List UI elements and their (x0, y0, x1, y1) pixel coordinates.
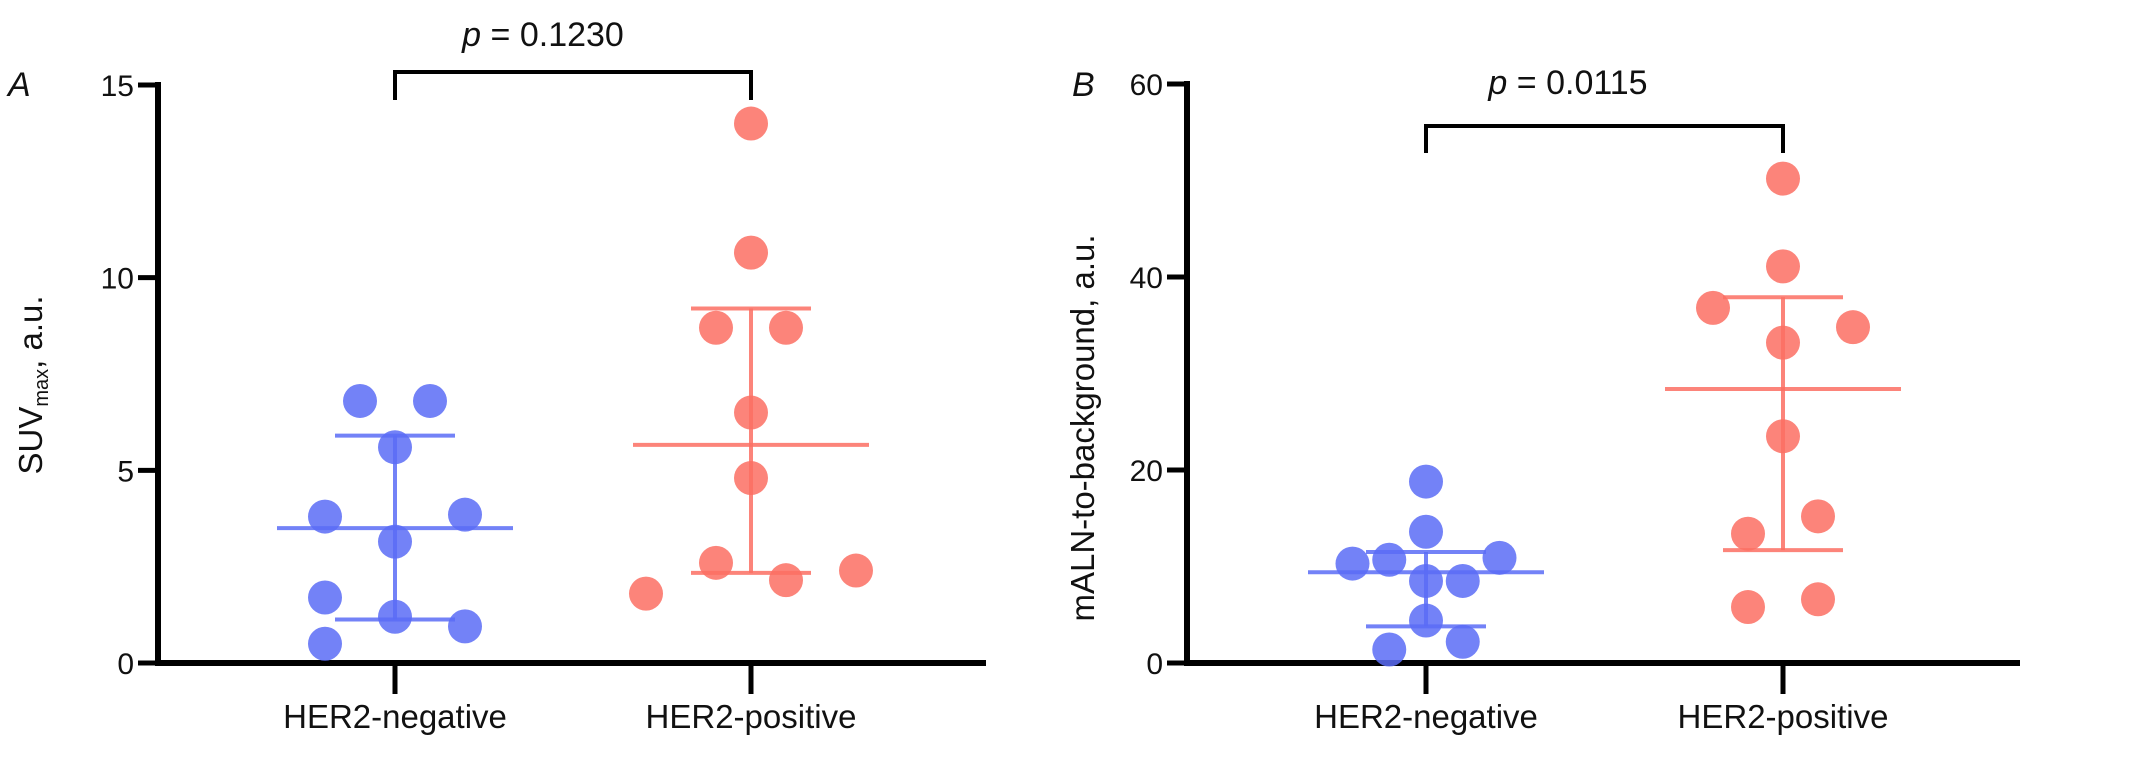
panel-b-data-point (1766, 249, 1800, 284)
panel-b-p-symbol: p (1487, 64, 1507, 102)
panel-a-data-point (448, 609, 482, 644)
panel-b-ytick-label: 40 (1130, 262, 1163, 295)
panel-b-data-point (1445, 624, 1480, 659)
panel-b-data-point (1482, 540, 1517, 575)
panel-a-p-symbol: p (461, 16, 481, 54)
panel-b-ylabel: mALN-to-background, a.u. (1064, 234, 1101, 621)
panel-b-data-point (1731, 590, 1765, 625)
panel-a-ylabel: SUVmax, a.u. (12, 295, 53, 474)
panel-b-significance-bracket (1424, 124, 1785, 153)
panel-a-data-point (769, 310, 803, 345)
panel-a-data-point (308, 499, 342, 534)
panel-b-ytick-label: 20 (1130, 455, 1163, 488)
panel-b-data-point (1766, 161, 1800, 196)
panel-b-data-point (1409, 464, 1443, 499)
panel-b-p-text: = 0.0115 (1517, 64, 1648, 102)
panel-b-p-value: p = 0.0115 (1487, 64, 1647, 102)
panel-a-ylabel-suffix: , a.u. (12, 295, 49, 368)
panel-a-ylabel-main: SUV (12, 407, 49, 475)
panel-a-p-value: p = 0.1230 (461, 16, 624, 54)
panel-b-data-point (1372, 632, 1407, 667)
panel-a-ylabel-subscript: max (31, 369, 53, 407)
panel-a-data-point (308, 626, 342, 661)
panel-b-letter: B (1072, 66, 1095, 104)
panel-b-data-point (1801, 582, 1835, 617)
panel-a-data-point (769, 563, 803, 598)
panel-a-ytick-label: 15 (101, 70, 134, 103)
panel-b-data-point (1696, 290, 1730, 325)
panel-a-ytick-label: 0 (117, 648, 134, 681)
panel-a-ytick-label: 5 (117, 455, 134, 488)
panel-a-data-point (699, 310, 733, 345)
panel-b-data-point (1801, 499, 1835, 534)
panel-a-data-point (308, 580, 342, 615)
panel-a-data-point (448, 497, 482, 532)
panel-b-data-point (1335, 546, 1370, 581)
panel-a-letter: A (6, 66, 31, 104)
panel-b-data-point (1836, 310, 1870, 345)
panel-a-p-text: = 0.1230 (491, 16, 624, 54)
panel-a-data-point (343, 383, 377, 418)
panel-b-xtick-label: HER2-positive (1678, 698, 1889, 735)
panel-a-xtick-label: HER2-negative (283, 698, 507, 735)
panel-b-xtick-label: HER2-negative (1314, 698, 1538, 735)
panel-a-ytick-label: 10 (101, 263, 134, 296)
panel-b-data-point (1409, 514, 1443, 549)
panel-a-data-point (629, 576, 663, 611)
panel-a-data-point (839, 553, 873, 588)
panel-b-data-point (1731, 516, 1765, 551)
panel-b-data-point (1445, 563, 1480, 598)
panel-b-ytick-label: 0 (1146, 648, 1163, 681)
panel-a-data-point (734, 235, 768, 270)
panel-a-significance-bracket (393, 70, 753, 100)
panel-b-ytick-label: 60 (1130, 69, 1163, 102)
panel-a-xtick-label: HER2-positive (646, 698, 857, 735)
panel-a-data-point (413, 383, 447, 418)
panel-a-data-point (734, 106, 768, 141)
